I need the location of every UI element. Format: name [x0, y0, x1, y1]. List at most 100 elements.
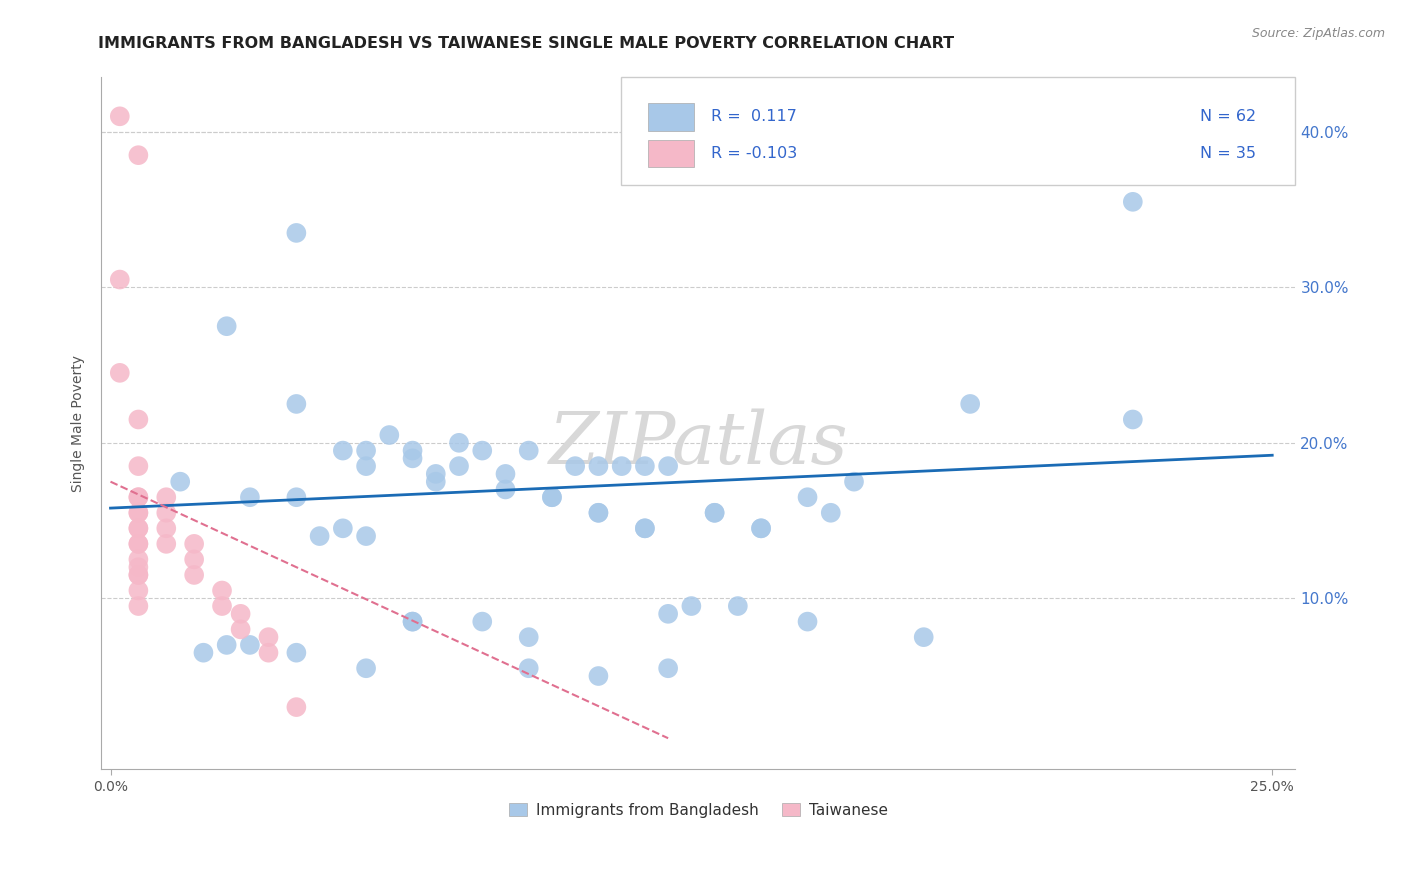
Point: [657, 607, 679, 621]
Point: [495, 467, 517, 481]
Point: [127, 521, 149, 535]
Point: [447, 459, 470, 474]
Point: [517, 661, 540, 675]
Point: [127, 148, 149, 162]
Point: [193, 646, 215, 660]
Point: [681, 599, 703, 613]
Point: [183, 552, 205, 566]
Point: [634, 459, 657, 474]
Point: [471, 443, 494, 458]
Point: [634, 521, 657, 535]
Text: N = 35: N = 35: [1199, 146, 1256, 161]
Point: [354, 661, 377, 675]
Point: [610, 459, 633, 474]
Point: [285, 646, 308, 660]
Text: R =  0.117: R = 0.117: [711, 110, 797, 124]
Point: [127, 560, 149, 574]
Point: [495, 483, 517, 497]
Point: [211, 583, 233, 598]
Point: [796, 615, 818, 629]
Point: [703, 506, 725, 520]
Point: [127, 583, 149, 598]
Point: [285, 490, 308, 504]
Point: [239, 638, 262, 652]
Text: ZIPatlas: ZIPatlas: [548, 409, 848, 479]
Point: [169, 475, 191, 489]
Point: [183, 537, 205, 551]
Point: [332, 521, 354, 535]
Point: [108, 272, 131, 286]
Point: [239, 490, 262, 504]
Point: [127, 521, 149, 535]
Point: [425, 467, 447, 481]
Point: [127, 490, 149, 504]
Y-axis label: Single Male Poverty: Single Male Poverty: [72, 355, 86, 491]
Point: [727, 599, 749, 613]
Legend: Immigrants from Bangladesh, Taiwanese: Immigrants from Bangladesh, Taiwanese: [502, 797, 894, 824]
Point: [401, 451, 423, 466]
Point: [108, 109, 131, 123]
Point: [155, 490, 177, 504]
Point: [703, 506, 725, 520]
Point: [155, 537, 177, 551]
Point: [588, 459, 610, 474]
Text: Source: ZipAtlas.com: Source: ZipAtlas.com: [1251, 27, 1385, 40]
Point: [401, 615, 423, 629]
Text: R = -0.103: R = -0.103: [711, 146, 797, 161]
Point: [1122, 412, 1144, 426]
Point: [657, 661, 679, 675]
Point: [257, 646, 280, 660]
Point: [285, 397, 308, 411]
Point: [517, 630, 540, 644]
Point: [257, 630, 280, 644]
Point: [820, 506, 842, 520]
FancyBboxPatch shape: [648, 140, 693, 168]
Point: [1122, 194, 1144, 209]
Point: [401, 615, 423, 629]
Point: [155, 506, 177, 520]
FancyBboxPatch shape: [620, 78, 1295, 185]
Point: [229, 623, 252, 637]
Point: [155, 521, 177, 535]
Point: [285, 700, 308, 714]
Point: [588, 506, 610, 520]
Point: [108, 366, 131, 380]
Point: [127, 459, 149, 474]
Point: [796, 490, 818, 504]
Point: [127, 568, 149, 582]
Point: [183, 568, 205, 582]
Point: [285, 226, 308, 240]
Point: [634, 521, 657, 535]
Point: [127, 568, 149, 582]
Text: IMMIGRANTS FROM BANGLADESH VS TAIWANESE SINGLE MALE POVERTY CORRELATION CHART: IMMIGRANTS FROM BANGLADESH VS TAIWANESE …: [98, 36, 955, 51]
Point: [127, 599, 149, 613]
Point: [127, 412, 149, 426]
Point: [912, 630, 935, 644]
Point: [447, 435, 470, 450]
Point: [378, 428, 401, 442]
Point: [332, 443, 354, 458]
Point: [127, 552, 149, 566]
Point: [127, 537, 149, 551]
Point: [564, 459, 586, 474]
Point: [215, 638, 238, 652]
Point: [215, 319, 238, 334]
Point: [471, 615, 494, 629]
Point: [127, 490, 149, 504]
Point: [127, 506, 149, 520]
Point: [541, 490, 564, 504]
Point: [749, 521, 772, 535]
Point: [308, 529, 330, 543]
Point: [354, 443, 377, 458]
Point: [127, 506, 149, 520]
Point: [842, 475, 865, 489]
Point: [588, 506, 610, 520]
Point: [588, 669, 610, 683]
Point: [541, 490, 564, 504]
Point: [354, 529, 377, 543]
Point: [401, 443, 423, 458]
Point: [959, 397, 981, 411]
Point: [517, 443, 540, 458]
Point: [211, 599, 233, 613]
Point: [229, 607, 252, 621]
